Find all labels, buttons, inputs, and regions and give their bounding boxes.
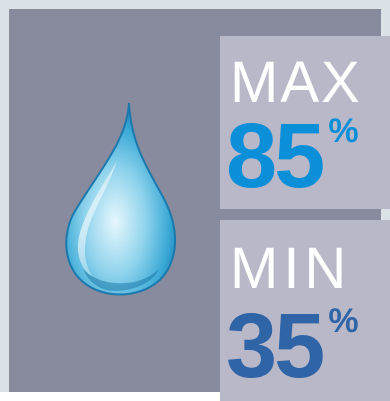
max-label: MAX <box>230 50 362 115</box>
max-percent-unit: % <box>328 112 359 150</box>
min-label: MIN <box>230 236 352 301</box>
min-value: 35% <box>226 300 359 392</box>
max-value: 85% <box>226 110 359 202</box>
min-humidity-card: MIN 35% <box>220 220 390 401</box>
min-percent-unit: % <box>328 302 359 340</box>
max-value-number: 85 <box>226 105 325 207</box>
max-humidity-card: MAX 85% <box>220 36 390 209</box>
min-value-number: 35 <box>226 295 325 397</box>
water-drop-icon <box>59 101 179 297</box>
